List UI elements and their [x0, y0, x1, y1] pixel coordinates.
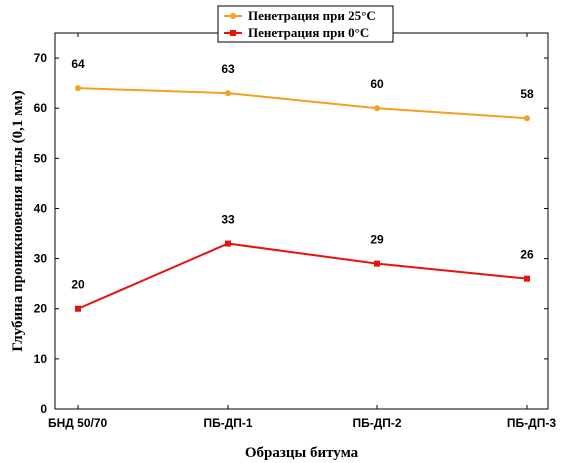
series-line: [77, 87, 528, 120]
data-point: [225, 240, 231, 247]
y-axis-title: Глубина проникновения иглы (0,1 мм): [10, 90, 26, 351]
data-point: [225, 90, 231, 97]
y-tick-label: 30: [34, 252, 48, 266]
y-tick-label: 0: [40, 402, 47, 416]
legend-label: Пенетрация при 0°C: [248, 25, 369, 40]
legend-label: Пенетрация при 25°C: [248, 8, 376, 23]
legend-swatch-marker: [230, 13, 236, 19]
data-point: [374, 105, 380, 112]
y-tick-label: 60: [34, 101, 48, 115]
series-2: 20 33 29 26: [71, 213, 534, 312]
data-label: 26: [520, 248, 534, 262]
data-point: [524, 115, 530, 122]
data-label: 63: [221, 62, 235, 76]
data-point: [374, 260, 380, 267]
y-tick-label: 10: [34, 352, 48, 366]
data-label: 20: [71, 278, 85, 292]
data-label: 58: [520, 87, 534, 101]
data-point: [75, 305, 81, 312]
legend-box: [217, 5, 394, 43]
data-label: 29: [370, 233, 384, 247]
x-tick-label: БНД 50/70: [48, 416, 108, 430]
x-tick-label: ПБ-ДП-2: [352, 416, 401, 430]
data-label: 60: [370, 77, 384, 91]
x-tick-label: ПБ-ДП-3: [507, 416, 556, 430]
x-axis-title: Образцы битума: [245, 445, 359, 461]
series-layer: 64 63 60 58 20 33 29 26: [71, 57, 534, 312]
y-tick-label: 70: [34, 51, 48, 65]
y-tick-label: 40: [34, 201, 48, 215]
x-axis-ticks: БНД 50/70 ПБ-ДП-1 ПБ-ДП-2 ПБ-ДП-3: [48, 33, 556, 430]
y-axis-ticks: 0 10 20 30 40 50 60 70: [34, 51, 548, 416]
y-tick-label: 20: [34, 302, 48, 316]
y-tick-label: 50: [34, 151, 48, 165]
x-tick-label: ПБ-ДП-1: [203, 416, 252, 430]
series-line: [77, 242, 528, 310]
data-point: [75, 85, 81, 92]
legend: Пенетрация при 25°C Пенетрация при 0°C: [217, 5, 394, 43]
data-point: [524, 275, 530, 282]
data-label: 33: [221, 213, 235, 227]
legend-swatch-marker: [230, 30, 236, 36]
series-1: 64 63 60 58: [71, 57, 534, 122]
data-label: 64: [71, 57, 85, 71]
